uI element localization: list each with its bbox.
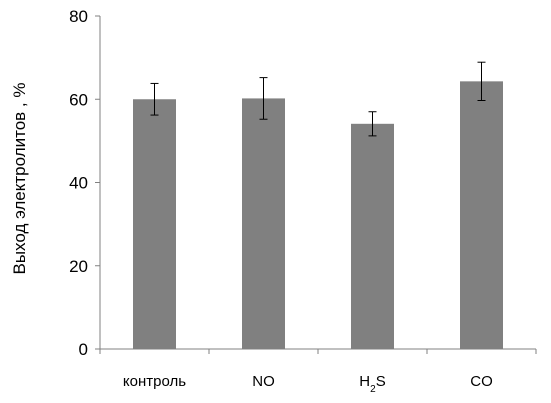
x-tick-label: H2S — [359, 373, 385, 395]
bar — [133, 99, 176, 349]
bar — [351, 123, 394, 349]
x-tick-labels: контроль NO H2S CO — [123, 373, 493, 395]
y-axis-label: Выход электролитов , % — [10, 83, 29, 275]
error-bar — [368, 111, 377, 137]
y-tick-label: 20 — [69, 257, 88, 276]
y-tick-label: 80 — [69, 7, 88, 26]
x-tick-label: контроль — [123, 373, 186, 390]
error-bars — [150, 61, 486, 137]
x-tick-label: NO — [252, 373, 275, 390]
x-tick-label: CO — [470, 373, 493, 390]
y-tick-label: 0 — [79, 340, 88, 359]
bar — [242, 98, 285, 349]
y-tick-label: 40 — [69, 174, 88, 193]
error-bar — [259, 77, 268, 120]
y-tick-labels: 0 20 40 60 80 — [69, 7, 88, 359]
y-tick-label: 60 — [69, 90, 88, 109]
error-bar — [477, 61, 486, 101]
bar — [460, 81, 503, 349]
bars — [133, 81, 503, 349]
error-bar — [150, 82, 159, 116]
y-axis-label-group: Выход электролитов , % — [10, 83, 29, 275]
